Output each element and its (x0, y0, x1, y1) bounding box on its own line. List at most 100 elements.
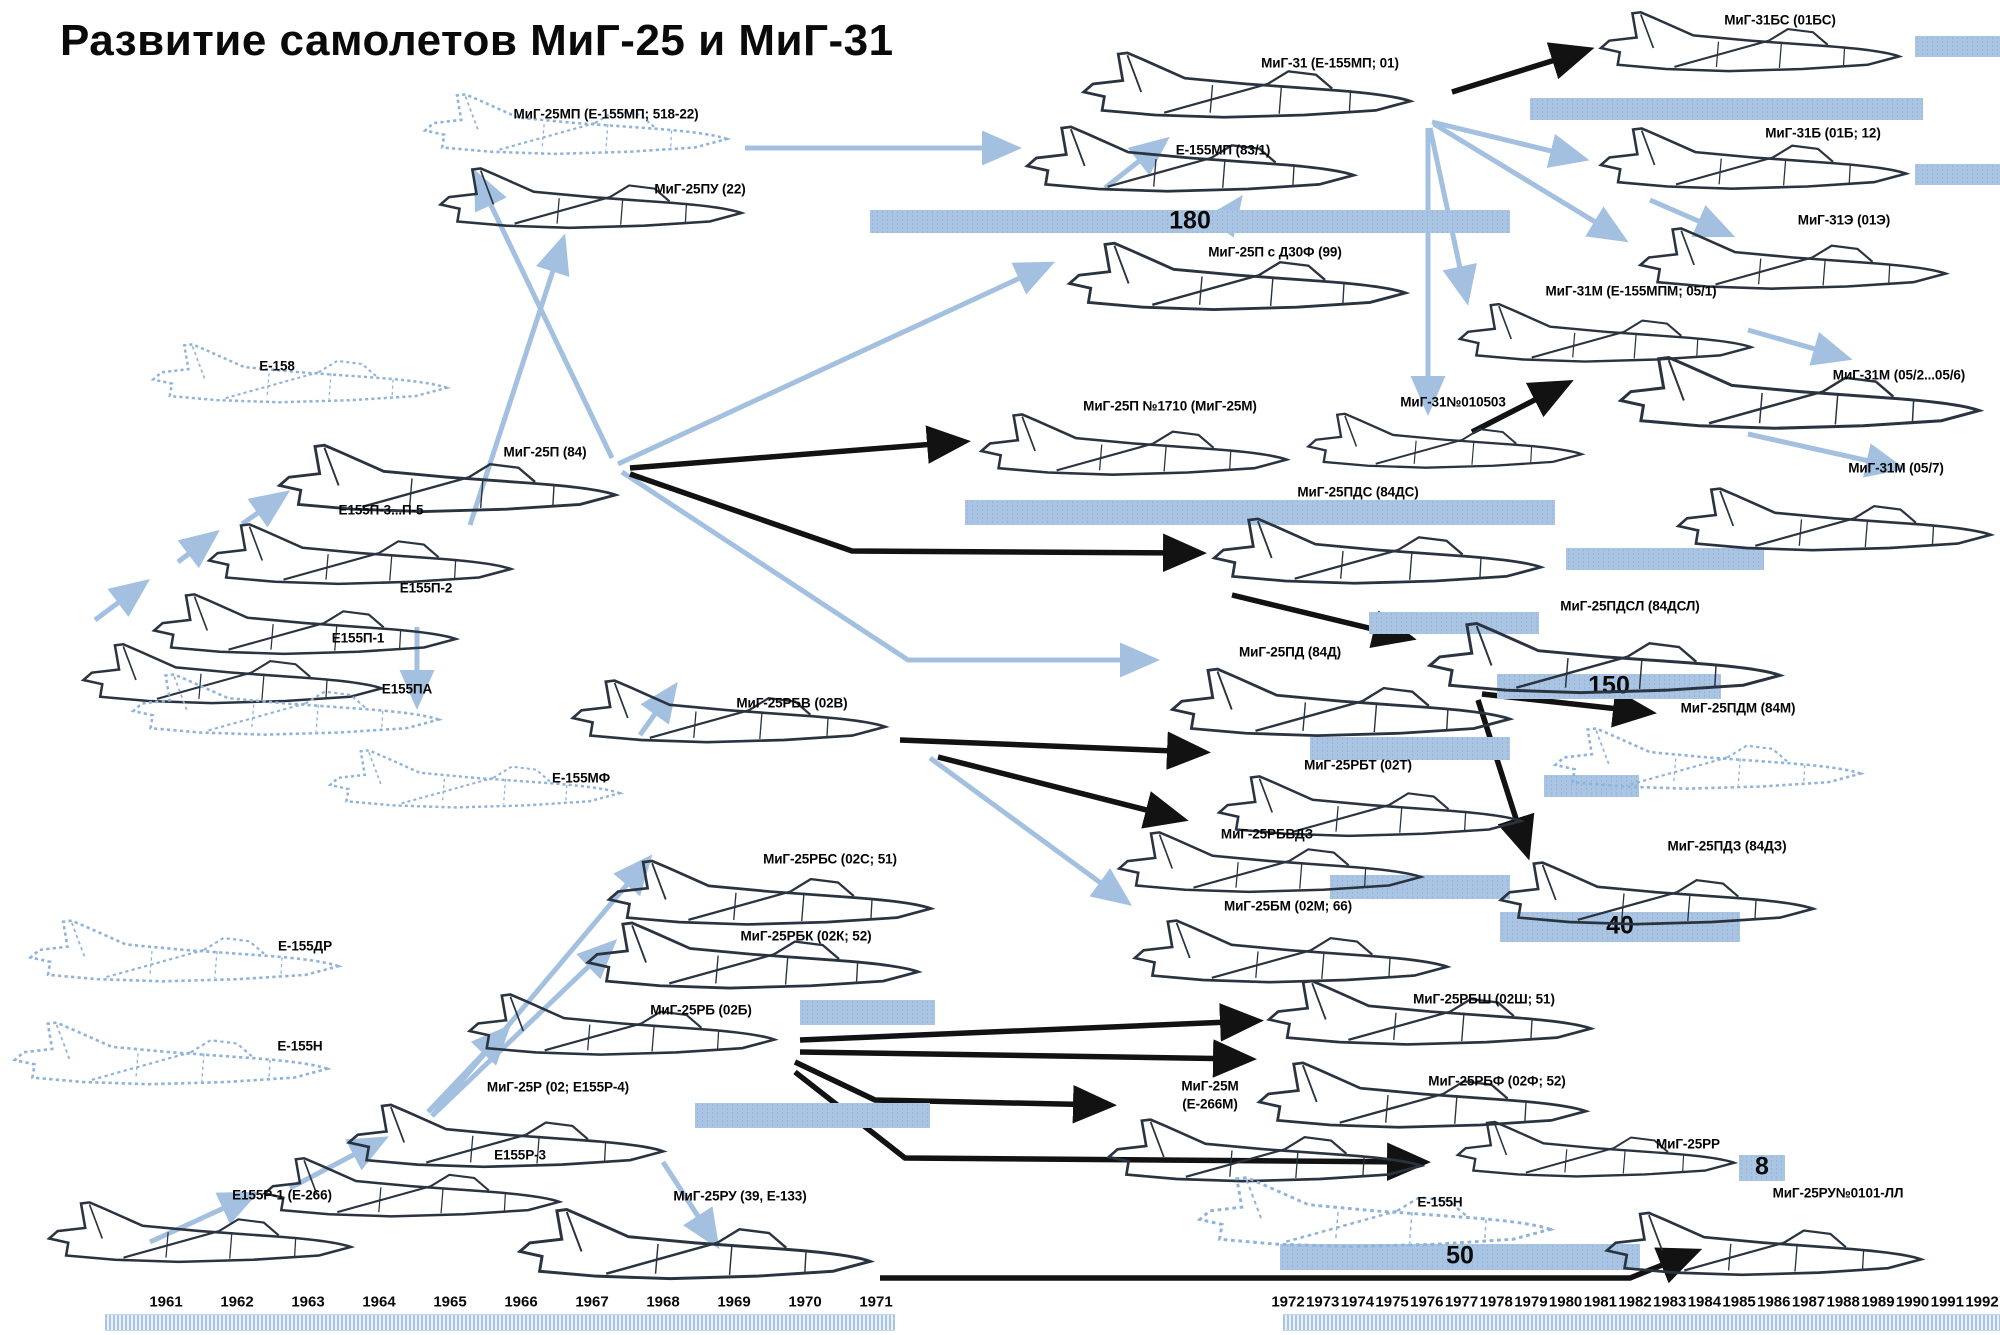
e155pa-label: Е155ПА (381, 681, 433, 697)
arrow-blue-18 (616, 261, 1056, 467)
mig31m-057-label: МиГ-31М (05/7) (1848, 460, 1944, 476)
bar-count-label: 180 (1169, 205, 1211, 234)
year-1988: 1988 (1826, 1293, 1860, 1311)
year-1964: 1964 (362, 1293, 396, 1311)
year-1984: 1984 (1687, 1293, 1722, 1311)
mig25rbv-label: МиГ-25РБВ (02В) (736, 695, 848, 711)
production-bar-8 (1310, 737, 1510, 760)
count-bar-8: 8 (1739, 1152, 1785, 1181)
arrow-blue-24 (430, 939, 618, 1118)
production-bar-9 (1544, 775, 1639, 797)
year-1976: 1976 (1410, 1293, 1444, 1311)
arrow-black-39 (880, 1247, 1703, 1284)
arrow-blue-8 (1103, 136, 1170, 190)
year-1972: 1972 (1271, 1293, 1305, 1311)
e155mp83-label: Е-155МП (83/1) (1175, 142, 1271, 158)
arrow-blue-25 (426, 1024, 511, 1114)
arrow-black-35 (799, 1003, 1264, 1043)
mig25pds-silhouette-icon (1212, 517, 1543, 585)
year-1990: 1990 (1895, 1293, 1930, 1311)
arrow-blue-17 (620, 469, 1160, 678)
mig31-010503-silhouette-icon (1307, 412, 1583, 469)
year-1963: 1963 (291, 1293, 325, 1311)
mig25p-1710-label: МиГ-25П №1710 (МиГ-25М) (1083, 398, 1257, 414)
bar-count-label: 8 (1755, 1152, 1769, 1181)
e158-silhouette-icon (152, 343, 448, 404)
mig25rbsh-silhouette-icon (1267, 979, 1593, 1046)
mig25pd-silhouette-icon (1171, 667, 1511, 737)
mig25pu-label: МиГ-25ПУ (22) (654, 181, 746, 197)
mig25rbsh-label: МиГ-25РБШ (02Ш; 51) (1413, 991, 1555, 1007)
mig25rb-silhouette-icon (468, 993, 776, 1056)
mig25mp-518-silhouette-icon (423, 93, 729, 156)
bar-count-label: 150 (1588, 670, 1630, 699)
mig25pdm-silhouette-icon (1554, 727, 1862, 790)
e155p1-label: Е155П-1 (331, 630, 385, 646)
count-bar-40: 40 (1500, 911, 1740, 942)
arrow-blue-10 (1431, 119, 1590, 168)
arrow-black-27 (1470, 379, 1574, 435)
year-1985: 1985 (1722, 1293, 1756, 1311)
bar-count-label: 50 (1446, 1241, 1474, 1270)
year-1979: 1979 (1514, 1293, 1548, 1311)
mig31e-label: МиГ-31Э (01Э) (1797, 212, 1891, 228)
arrow-blue-0 (93, 579, 151, 623)
arrow-blue-11 (1432, 121, 1629, 243)
mig25p-d30f-label: МиГ-25П с Д30Ф (99) (1208, 244, 1342, 260)
mig31m-051-label: МиГ-31М (Е-155МПМ; 05/1) (1545, 283, 1717, 299)
arrow-blue-20 (148, 1191, 260, 1245)
production-bar-1 (1530, 98, 1923, 120)
arrow-black-38 (793, 1069, 1431, 1181)
mig25bm-label: МиГ-25БМ (02М; 66) (1223, 898, 1353, 914)
timeline-band-1 (1283, 1314, 2000, 1331)
mig25rbt-label: МиГ-25РБТ (02Т) (1304, 757, 1412, 773)
e155r3-label: Е155Р-3 (494, 1147, 546, 1163)
year-1981: 1981 (1583, 1293, 1617, 1311)
e155mf-label: Е-155МФ (551, 770, 611, 786)
year-1961: 1961 (149, 1293, 183, 1311)
e155dr-silhouette-icon (29, 919, 340, 983)
e155mp83-silhouette-icon (1025, 125, 1356, 193)
year-1973: 1973 (1306, 1293, 1340, 1311)
page-title: Развитие самолетов МиГ-25 и МиГ-31 (60, 16, 894, 65)
year-1983: 1983 (1653, 1293, 1687, 1311)
arrow-black-37 (793, 1059, 1117, 1124)
arrow-blue-22 (660, 1160, 720, 1250)
mig31m-0506-silhouette-icon (1619, 356, 1981, 430)
mig25ru-silhouette-icon (518, 1208, 872, 1280)
mig31b-label: МиГ-31Б (01Б; 12) (1765, 125, 1881, 141)
year-1966: 1966 (504, 1293, 538, 1311)
bar-count-label: 40 (1606, 911, 1634, 940)
mig31bs-label: МиГ-31БС (01БС) (1724, 12, 1836, 28)
arrow-black-36 (799, 1039, 1257, 1078)
arrow-black-28 (629, 425, 971, 471)
mig25rbv-silhouette-icon (571, 679, 887, 744)
mig25rbf-label: МиГ-25РБФ (02Ф; 52) (1428, 1073, 1566, 1089)
mig31-label: МиГ-31 (Е-155МП; 01) (1261, 55, 1399, 71)
arrow-blue-4 (637, 681, 678, 737)
arrow-blue-19 (928, 755, 1133, 906)
mig31m-0506-label: МиГ-31М (05/2...05/6) (1832, 367, 1966, 383)
count-bar-180: 180 (870, 206, 1510, 234)
mig25ru0101-label: МиГ-25РУ№0101-ЛЛ (1772, 1185, 1904, 1201)
e155n-left-label: Е-155Н (277, 1038, 323, 1054)
year-1970: 1970 (788, 1293, 822, 1311)
e155n-bottom-silhouette-icon (1198, 1176, 1552, 1248)
year-1967: 1967 (575, 1293, 609, 1311)
mig25m266-label: МиГ-25М (1181, 1078, 1239, 1094)
production-bar-12 (800, 1000, 935, 1025)
year-1977: 1977 (1444, 1293, 1479, 1311)
mig25m266-label-2: (Е-266М) (1182, 1096, 1238, 1112)
arrow-blue-21 (288, 1136, 389, 1191)
mig25rbk-label: МиГ-25РБК (02К; 52) (740, 928, 872, 944)
mig25pdz-label: МиГ-25ПДЗ (84ДЗ) (1667, 838, 1787, 854)
year-1987: 1987 (1791, 1293, 1826, 1311)
year-1965: 1965 (433, 1293, 467, 1311)
e155r1-silhouette-icon (47, 1201, 353, 1264)
arrow-black-26 (1451, 42, 1595, 95)
mig25rbvdz-label: МиГ-25РБВДЗ (1220, 826, 1314, 842)
count-bar-50: 50 (1280, 1241, 1640, 1270)
count-bar-150: 150 (1497, 670, 1721, 699)
e158-label: Е-158 (259, 358, 295, 374)
